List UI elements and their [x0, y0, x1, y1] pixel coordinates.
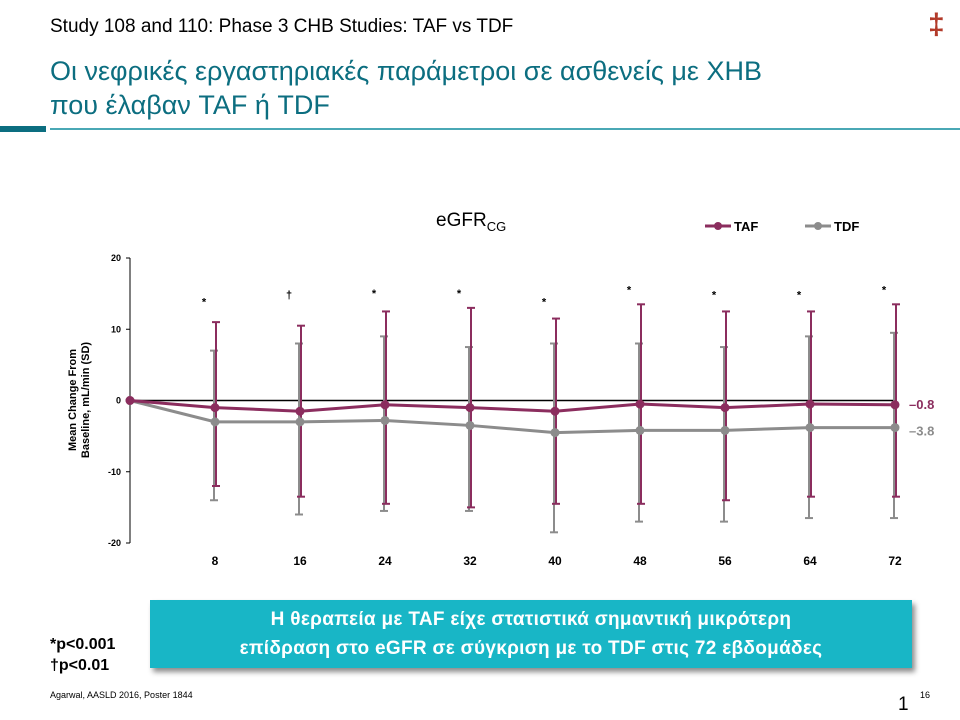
x-tick-label: 24: [378, 554, 392, 568]
data-point-taf: [890, 400, 900, 410]
footnote-p01: †p<0.01: [50, 657, 110, 674]
data-point-tdf: [890, 423, 900, 433]
data-point-taf: [210, 403, 220, 413]
x-tick-label: 16: [293, 554, 307, 568]
data-point-taf: [805, 399, 815, 409]
significance-marker: *: [627, 285, 632, 297]
legend-marker-tdf: [814, 222, 822, 230]
y-axis-label-line2: Baseline, mL/min (SD): [80, 342, 92, 458]
x-tick-label: 40: [548, 554, 562, 568]
significance-marker: †: [286, 290, 292, 302]
chart-title: eGFRCG: [436, 210, 506, 234]
y-tick-label: -20: [108, 538, 121, 548]
significance-marker: *: [797, 290, 802, 302]
x-tick-label: 56: [718, 554, 732, 568]
page-number: 16: [920, 690, 931, 700]
slide-title-line2: που έλαβαν TAF ή TDF: [50, 90, 330, 120]
significance-marker: *: [372, 288, 377, 300]
data-point-tdf: [465, 420, 475, 430]
citation: Agarwal, AASLD 2016, Poster 1844: [50, 690, 193, 700]
chart-axes: 20 10 0 -10 -20 8 16 24 32 40 48 56 64 72 Mean Change …: [67, 253, 902, 568]
egfr-chart: 20 10 0 -10 -20 8 16 24 32 40 48 56 64 72 Mean Change …: [67, 210, 934, 568]
slide-title: Οι νεφρικές εργαστηριακές παράμετροι σε …: [50, 54, 920, 122]
significance-marker: *: [882, 285, 887, 297]
significance-marker: *: [202, 297, 207, 309]
error-bars: [210, 303, 900, 534]
legend-label-taf: TAF: [734, 219, 758, 234]
title-rule: [50, 128, 960, 130]
y-tick-label: 20: [111, 253, 121, 263]
data-point-tdf: [380, 415, 390, 425]
slide-title-line1: Οι νεφρικές εργαστηριακές παράμετροι σε …: [50, 56, 762, 86]
series-line-taf: [129, 399, 896, 413]
data-point-taf: [125, 396, 135, 405]
x-tick-label: 8: [212, 554, 219, 568]
significance-marker: *: [457, 288, 462, 300]
legend-label-tdf: TDF: [834, 219, 859, 234]
series-lines: [125, 396, 900, 438]
x-tick-label: 32: [463, 554, 477, 568]
data-point-taf: [295, 406, 305, 416]
series-line-tdf: [129, 399, 895, 435]
x-tick-label: 64: [803, 554, 817, 568]
data-point-tdf: [295, 417, 305, 427]
data-point-taf: [550, 406, 560, 416]
significance-marker: *: [542, 297, 547, 309]
chart-title-sub: CG: [487, 219, 507, 234]
data-point-taf: [465, 403, 475, 413]
chart-labels: eGFRCG TAF TDF –3.8 –0.8 * † * * * * * * *: [202, 210, 934, 439]
chart-title-main: eGFR: [436, 210, 487, 231]
y-axis-label-line1: Mean Change From: [67, 349, 79, 451]
slide-number: 1: [898, 694, 909, 715]
y-axis-label: Mean Change FromBaseline, mL/min (SD): [67, 342, 92, 458]
data-point-tdf: [720, 425, 730, 435]
data-point-tdf: [210, 417, 220, 427]
study-title: Study 108 and 110: Phase 3 CHB Studies: …: [50, 16, 514, 37]
x-tick-label: 72: [888, 554, 902, 568]
y-tick-label: 0: [116, 396, 121, 406]
end-label-taf: –0.8: [909, 397, 934, 412]
callout-line1: Η θεραπεία με TAF είχε στατιστικά σημαντ…: [270, 609, 792, 630]
title-rule-accent: [0, 126, 46, 132]
data-point-tdf: [805, 423, 815, 433]
legend-marker-taf: [714, 222, 722, 230]
end-label-tdf: –3.8: [909, 424, 934, 439]
data-point-taf: [720, 403, 730, 413]
data-point-taf: [380, 400, 390, 410]
y-tick-label: -10: [108, 467, 121, 477]
x-tick-label: 48: [633, 554, 647, 568]
data-point-taf: [635, 399, 645, 409]
significance-marker: *: [712, 290, 717, 302]
conclusion-callout: Η θεραπεία με TAF είχε στατιστικά σημαντ…: [150, 600, 912, 668]
data-point-tdf: [550, 428, 560, 438]
footnote-p001: *p<0.001: [50, 636, 116, 653]
y-tick-label: 10: [111, 324, 121, 334]
callout-line2: επίδραση στο eGFR σε σύγκριση με το TDF …: [239, 638, 823, 659]
company-logo-icon: ‡: [928, 8, 945, 41]
data-point-tdf: [635, 425, 645, 435]
